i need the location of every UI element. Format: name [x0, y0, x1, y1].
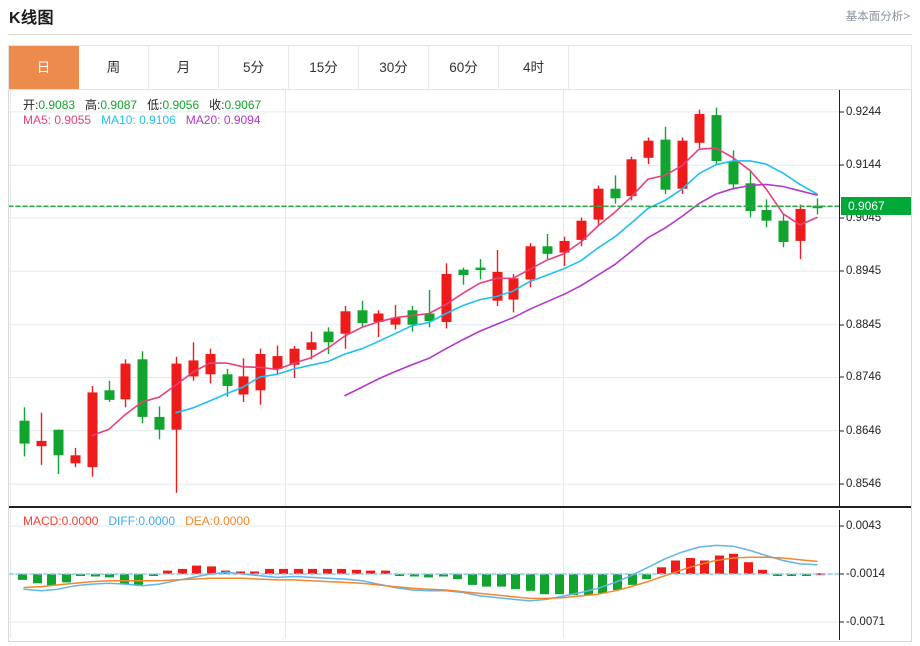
- tab-label: 30分: [379, 60, 408, 75]
- macd-axis: 0.0043 -0.0014 -0.0071: [839, 510, 911, 640]
- price-axis-label: 0.9244: [846, 105, 882, 118]
- price-axis-label: 0.8945: [846, 265, 882, 278]
- price-panel[interactable]: 0.9244 0.9144 0.9045 0.8945 0.8845 0.8746 0.86…: [9, 90, 911, 508]
- price-plot-area[interactable]: [9, 90, 839, 506]
- price-axis-tick: [840, 164, 844, 166]
- tab-5[interactable]: 30分: [359, 46, 429, 89]
- price-axis-label: 0.8646: [846, 424, 882, 437]
- tab-label: 15分: [309, 60, 338, 75]
- tab-label: 5分: [242, 60, 264, 75]
- tab-label: 周: [106, 60, 121, 75]
- chart-frame: 0.9244 0.9144 0.9045 0.8945 0.8845 0.8746 0.86…: [8, 90, 912, 642]
- tab-7[interactable]: 4时: [499, 46, 569, 89]
- macd-plot-area[interactable]: [9, 510, 839, 638]
- page-title: K线图: [9, 10, 55, 27]
- tab-label: 60分: [449, 60, 478, 75]
- price-axis: 0.9244 0.9144 0.9045 0.8945 0.8845 0.8746 0.86…: [839, 90, 911, 506]
- price-axis-tick: [840, 111, 844, 113]
- macd-axis-tick: [840, 525, 844, 527]
- tab-label: 4时: [522, 60, 544, 75]
- tab-2[interactable]: 月: [149, 46, 219, 89]
- tab-label: 日: [36, 60, 51, 75]
- macd-panel[interactable]: 0.0043 -0.0014 -0.0071 MACD:0.0000 DIFF:0.0…: [9, 510, 911, 640]
- macd-axis-label: -0.0071: [846, 616, 886, 628]
- macd-axis-tick: [840, 621, 844, 623]
- macd-axis-label: -0.0014: [846, 568, 886, 580]
- macd-axis-label: 0.0043: [846, 520, 882, 532]
- current-price-badge: 0.9067: [841, 197, 911, 216]
- price-axis-label: 0.9144: [846, 159, 882, 172]
- tab-1[interactable]: 周: [79, 46, 149, 89]
- page-header: K线图 基本面分析>: [0, 0, 920, 34]
- price-axis-tick: [840, 324, 844, 326]
- header-divider: [8, 34, 912, 35]
- fundamental-analysis-link[interactable]: 基本面分析>: [845, 11, 910, 23]
- tab-label: 月: [176, 60, 191, 75]
- price-axis-tick: [840, 217, 844, 219]
- price-axis-label: 0.8845: [846, 318, 882, 331]
- price-axis-tick: [840, 376, 844, 378]
- price-axis-tick: [840, 270, 844, 272]
- price-axis-label: 0.8546: [846, 478, 882, 491]
- tab-6[interactable]: 60分: [429, 46, 499, 89]
- tab-0[interactable]: 日: [9, 46, 79, 89]
- price-axis-tick: [840, 430, 844, 432]
- tab-3[interactable]: 5分: [219, 46, 289, 89]
- macd-axis-tick: [840, 573, 844, 575]
- timeframe-tabbar[interactable]: 日 周 月 5分 15分 30分 60分 4时: [8, 45, 912, 90]
- tab-4[interactable]: 15分: [289, 46, 359, 89]
- price-axis-label: 0.8746: [846, 371, 882, 384]
- price-axis-tick: [840, 483, 844, 485]
